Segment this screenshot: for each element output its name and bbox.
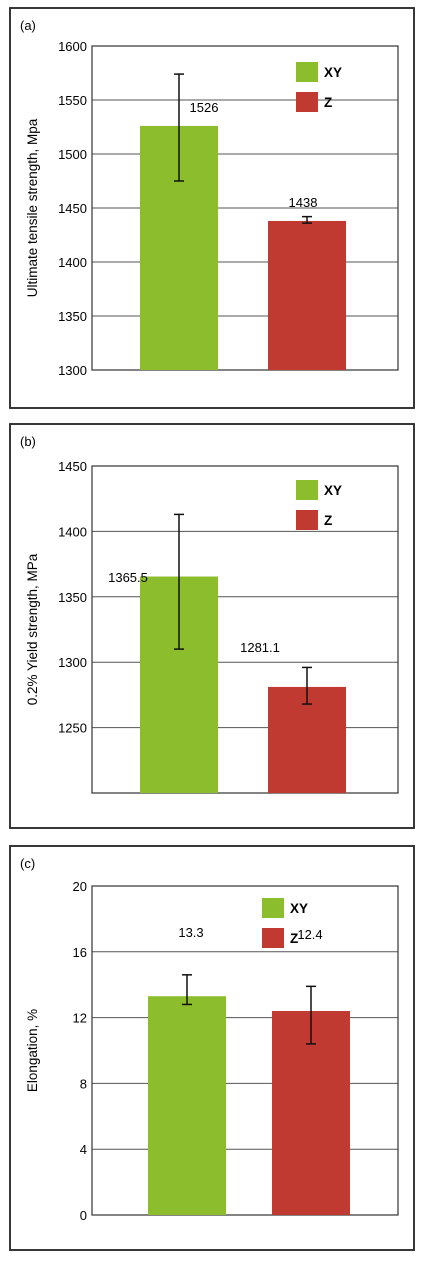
- y-axis-label: 0.2% Yield strength, MPa: [25, 553, 40, 705]
- data-label: 12.4: [297, 927, 322, 942]
- y-axis-label: Elongation, %: [25, 1009, 40, 1092]
- y-tick-label: 1250: [58, 721, 87, 736]
- panel-label: (b): [20, 434, 36, 449]
- bar-xy: [148, 996, 226, 1215]
- panel-frame: [9, 845, 415, 1251]
- chart-panel-b: (b) 1250 1300 1350 1400 1450 0.2% Yield streng…: [9, 423, 415, 829]
- y-tick-label: 16: [73, 945, 87, 960]
- legend-swatch-z: [262, 928, 284, 948]
- chart-panel-a: (a) 1300 1350 1400 1450 1500 1550 1600 Ultimate …: [9, 7, 415, 409]
- y-tick-label: 1450: [58, 459, 87, 474]
- legend-label: XY: [324, 483, 342, 498]
- y-tick-label: 1350: [58, 309, 87, 324]
- legend-swatch-xy: [296, 62, 318, 82]
- y-tick-label: 1550: [58, 93, 87, 108]
- plot-area-border: [91, 885, 399, 1216]
- legend-label: Z: [290, 931, 298, 946]
- y-tick-label: 1300: [58, 655, 87, 670]
- y-tick-label: 4: [80, 1142, 87, 1157]
- data-label: 1526: [190, 100, 219, 115]
- legend-swatch-xy: [296, 480, 318, 500]
- y-tick-label: 8: [80, 1076, 87, 1091]
- data-label: 1438: [289, 195, 318, 210]
- y-tick-label: 1400: [58, 524, 87, 539]
- legend-label: Z: [324, 95, 332, 110]
- y-tick-label: 20: [73, 879, 87, 894]
- plot-area-border: [91, 465, 399, 794]
- y-tick-label: 1400: [58, 255, 87, 270]
- bar-z: [268, 220, 346, 370]
- data-label: 1365.5: [108, 570, 148, 585]
- data-label: 1281.1: [240, 640, 280, 655]
- legend-swatch-xy: [262, 898, 284, 918]
- y-tick-label: 12: [73, 1011, 87, 1026]
- chart-panel-c: (c) 0 4 8 12 16 20 Elongation, % 13.3 12.4 XY Z: [9, 845, 415, 1251]
- bar-z: [272, 1011, 350, 1215]
- legend-label: XY: [290, 901, 308, 916]
- panel-frame: [9, 423, 415, 829]
- y-tick-label: 1300: [58, 363, 87, 378]
- panel-label: (c): [20, 856, 35, 871]
- legend-label: Z: [324, 513, 332, 528]
- y-axis-label: Ultimate tensile strength, Mpa: [25, 118, 40, 297]
- y-tick-label: 1600: [58, 39, 87, 54]
- plot-area-border: [91, 45, 399, 371]
- legend-label: XY: [324, 65, 342, 80]
- legend-swatch-z: [296, 510, 318, 530]
- y-tick-label: 1450: [58, 201, 87, 216]
- y-tick-label: 1350: [58, 590, 87, 605]
- y-tick-label: 1500: [58, 147, 87, 162]
- legend-swatch-z: [296, 92, 318, 112]
- y-tick-label: 0: [80, 1208, 87, 1223]
- panel-frame: [9, 7, 415, 409]
- panel-label: (a): [20, 18, 36, 33]
- data-label: 13.3: [178, 925, 203, 940]
